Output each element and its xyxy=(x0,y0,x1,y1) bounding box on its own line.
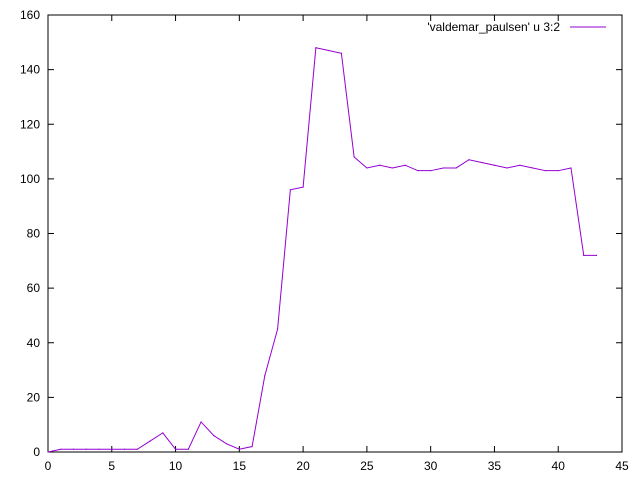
data-point xyxy=(111,448,113,450)
data-point xyxy=(379,164,381,166)
x-tick-label: 0 xyxy=(45,459,52,473)
data-point xyxy=(149,440,151,442)
data-point xyxy=(353,156,355,158)
y-tick-label: 80 xyxy=(27,227,41,241)
data-point xyxy=(532,167,534,169)
y-tick-label: 120 xyxy=(20,117,40,131)
y-tick-label: 140 xyxy=(20,63,40,77)
data-point xyxy=(302,186,304,188)
plot-frame xyxy=(47,14,623,453)
y-tick-label: 20 xyxy=(27,390,41,404)
data-point xyxy=(47,451,49,453)
data-point xyxy=(315,47,317,49)
x-tick-label: 40 xyxy=(552,459,566,473)
data-point xyxy=(340,52,342,54)
x-tick-label: 15 xyxy=(233,459,247,473)
y-tick-label: 40 xyxy=(27,336,41,350)
data-point xyxy=(123,448,126,450)
axis-ticks: 0 5 10 15 20 25 30 35 40 45 0 20 40 60 80 100 120 140 160 xyxy=(20,8,629,473)
data-point xyxy=(481,161,483,164)
data-point xyxy=(570,167,572,169)
data-point xyxy=(264,374,266,377)
x-tick-label: 45 xyxy=(615,459,629,473)
data-point xyxy=(225,443,228,445)
data-point xyxy=(174,448,177,450)
data-point xyxy=(289,189,291,191)
y-tick-label: 100 xyxy=(20,172,40,186)
data-point xyxy=(136,448,138,450)
data-point xyxy=(595,254,598,256)
x-tick-label: 10 xyxy=(169,459,183,473)
x-tick-label: 25 xyxy=(360,459,374,473)
y-tick-label: 160 xyxy=(20,8,40,22)
data-point xyxy=(277,328,279,330)
data-point xyxy=(430,170,432,172)
data-point xyxy=(213,435,215,437)
x-tick-label: 20 xyxy=(296,459,310,473)
data-point xyxy=(162,432,164,434)
data-point xyxy=(251,445,253,448)
data-point xyxy=(238,448,240,450)
data-point xyxy=(72,448,75,450)
data-point xyxy=(404,164,406,166)
data-point xyxy=(391,167,393,169)
data-point xyxy=(583,254,585,256)
y-tick-label: 60 xyxy=(27,281,41,295)
data-point xyxy=(187,448,189,450)
data-point xyxy=(506,167,508,169)
data-point xyxy=(60,448,62,450)
data-point xyxy=(328,49,330,52)
data-point xyxy=(519,164,521,166)
y-tick-label: 0 xyxy=(33,445,40,459)
x-tick-label: 5 xyxy=(108,459,115,473)
series-layer xyxy=(47,47,598,453)
data-point xyxy=(544,170,547,172)
x-tick-label: 35 xyxy=(488,459,502,473)
legend-label: 'valdemar_paulsen' u 3:2 xyxy=(427,20,560,34)
data-point xyxy=(455,167,457,169)
legend: 'valdemar_paulsen' u 3:2 xyxy=(427,20,606,34)
data-point xyxy=(85,448,87,450)
data-point xyxy=(557,170,559,172)
data-point xyxy=(200,421,202,423)
x-tick-label: 30 xyxy=(424,459,438,473)
data-point xyxy=(417,170,419,172)
data-point xyxy=(493,164,496,166)
data-point xyxy=(366,167,368,169)
series-line xyxy=(47,47,597,453)
data-point xyxy=(442,167,445,169)
data-point xyxy=(98,448,100,450)
data-point xyxy=(468,159,470,161)
